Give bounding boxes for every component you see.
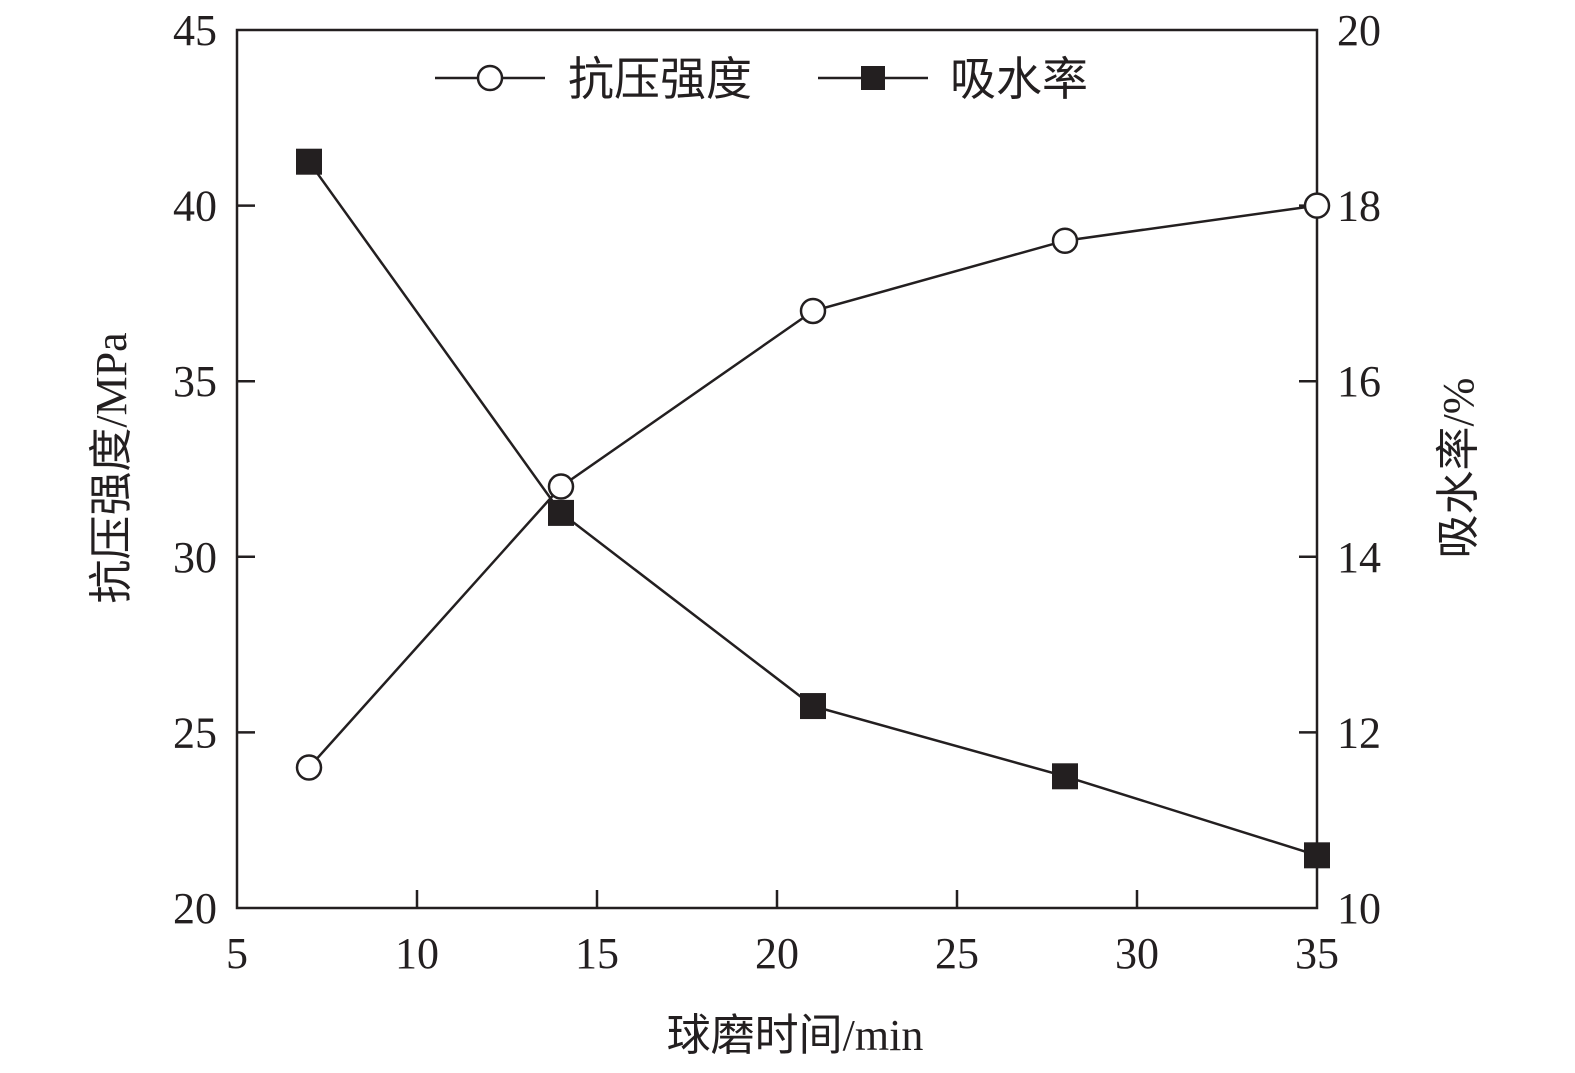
- right-y-tick-label: 10: [1337, 884, 1381, 933]
- left-y-tick-label: 45: [173, 6, 217, 55]
- right-y-tick-label: 12: [1337, 708, 1381, 757]
- left-axis-title: 抗压强度/MPa: [87, 332, 136, 603]
- legend-absorption-label: 吸水率: [950, 54, 1088, 105]
- right-y-tick-label: 20: [1337, 6, 1381, 55]
- data-point-water-absorption: [1052, 763, 1078, 790]
- right-y-tick-label: 16: [1337, 357, 1381, 406]
- data-point-compressive-strength: [1303, 192, 1331, 219]
- right-y-tick-label: 18: [1337, 182, 1381, 231]
- left-y-tick-label: 35: [173, 357, 217, 406]
- data-point-water-absorption: [800, 693, 826, 720]
- series-line-compressive-strength: [308, 204, 1318, 769]
- left-y-tick-label: 25: [173, 708, 217, 757]
- data-point-water-absorption: [548, 499, 574, 526]
- x-tick-label: 30: [1115, 929, 1159, 978]
- data-point-compressive-strength: [547, 473, 575, 500]
- x-tick-label: 5: [226, 929, 248, 978]
- right-y-tick-label: 14: [1337, 533, 1381, 582]
- data-point-compressive-strength: [1051, 227, 1079, 254]
- x-tick-label: 25: [935, 929, 979, 978]
- x-tick-label: 20: [755, 929, 799, 978]
- left-y-tick-label: 30: [173, 533, 217, 582]
- x-tick-label: 10: [395, 929, 439, 978]
- right-axis-title: 吸水率/%: [1434, 378, 1483, 559]
- data-point-water-absorption: [296, 148, 322, 175]
- left-y-tick-label: 20: [173, 884, 217, 933]
- legend: 抗压强度 吸水率: [435, 54, 1088, 105]
- legend-strength-marker: [476, 64, 504, 92]
- x-tick-label: 15: [575, 929, 619, 978]
- legend-strength-label: 抗压强度: [568, 54, 752, 105]
- data-point-water-absorption: [1304, 842, 1330, 869]
- x-axis-title: 球磨时间/min: [667, 1011, 924, 1060]
- plot-frame: [235, 28, 1319, 910]
- series-line-water-absorption: [307, 160, 1318, 857]
- data-point-compressive-strength: [295, 754, 323, 781]
- left-y-tick-label: 40: [173, 182, 217, 231]
- x-tick-label: 35: [1295, 929, 1339, 978]
- legend-absorption-marker: [861, 66, 885, 90]
- data-point-compressive-strength: [799, 297, 827, 325]
